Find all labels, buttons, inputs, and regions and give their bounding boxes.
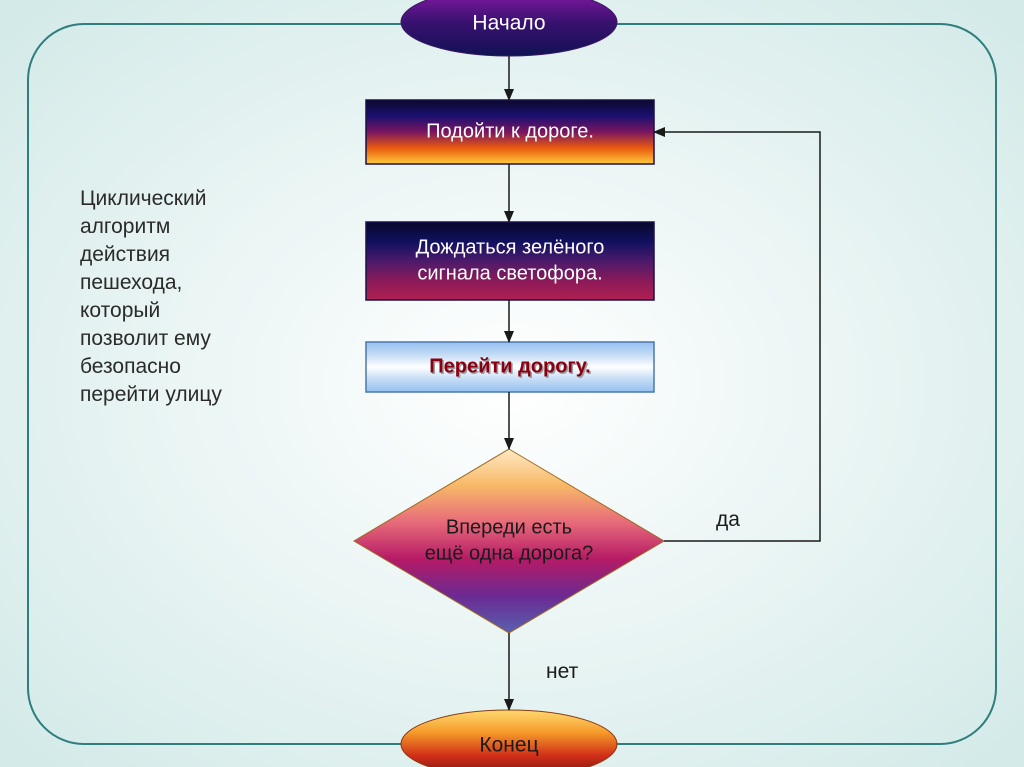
description-line: перейти улицу — [80, 383, 222, 406]
description-line: действия — [80, 243, 170, 266]
edge-label-no: нет — [546, 660, 579, 683]
process-step-3-label: Перейти дорогу. — [429, 355, 590, 377]
edge-label-yes: да — [716, 508, 740, 531]
process-step-2 — [366, 222, 654, 300]
description-line: пешехода, — [80, 271, 182, 294]
description-line: который — [80, 299, 160, 322]
process-step-2-label: Дождаться зелёного — [416, 236, 605, 258]
description-line: Циклический — [80, 187, 206, 210]
decision-label: ещё одна дорога? — [425, 542, 593, 564]
process-step-1-label: Подойти к дороге. — [426, 120, 594, 142]
start-label: Начало — [472, 12, 545, 35]
description-line: безопасно — [80, 355, 181, 378]
decision-label: Впереди есть — [446, 516, 572, 538]
description-line: алгоритм — [80, 215, 170, 238]
process-step-2-label: сигнала светофора. — [417, 262, 602, 284]
description-line: позволит ему — [80, 327, 211, 350]
end-label: Конец — [479, 734, 538, 757]
flowchart-canvas: Циклический алгоритм действия пешехода, кото… — [0, 0, 1024, 767]
